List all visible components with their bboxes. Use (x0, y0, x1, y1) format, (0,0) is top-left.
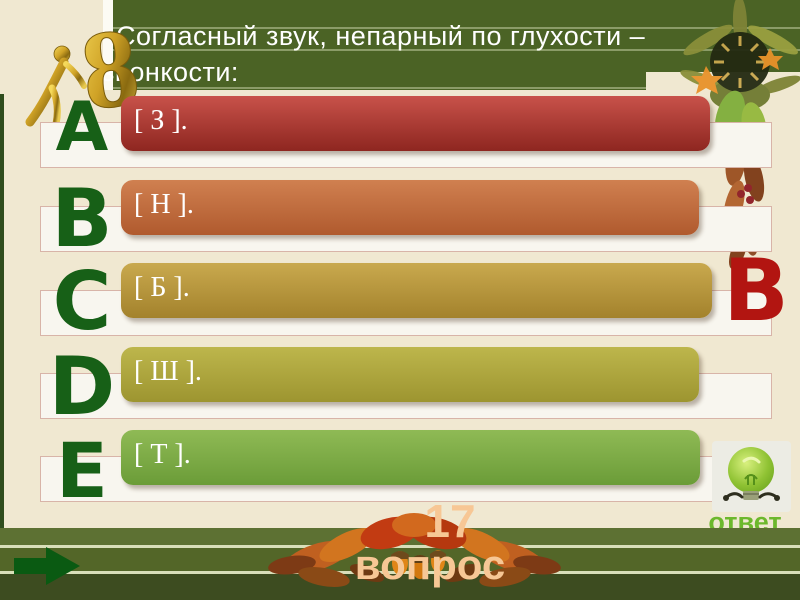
answer-option-a[interactable]: [ З ]. (121, 96, 710, 151)
option-letter-d: D (48, 340, 116, 433)
left-border-rule (0, 94, 4, 528)
answer-text-c: [ Б ]. (134, 272, 190, 303)
title-banner-edge (103, 0, 113, 90)
title-banner-stripe (113, 27, 800, 29)
answer-option-d[interactable]: [ Ш ]. (121, 347, 699, 402)
answer-text-d: [ Ш ]. (134, 356, 202, 387)
lightbulb-icon (723, 447, 780, 501)
autumn-leaves-decoration (268, 513, 561, 587)
answer-option-b[interactable]: [ Н ]. (121, 180, 699, 235)
answer-option-c[interactable]: [ Б ]. (121, 263, 712, 318)
option-letter-b: B (51, 172, 113, 265)
answer-text-e: [ Т ]. (134, 439, 191, 470)
answer-text-a: [ З ]. (134, 105, 188, 136)
question-number: 17 (424, 495, 476, 547)
answer-reveal-button[interactable] (712, 441, 791, 512)
answer-option-e[interactable]: [ Т ]. (121, 430, 700, 485)
title-banner-stripe (113, 49, 800, 51)
option-letter-e: E (56, 426, 108, 515)
title-banner-line2 (113, 55, 646, 90)
title-banner-stripe (113, 87, 646, 89)
question-title-line2: звонкости: (102, 57, 239, 87)
option-letter-c: C (52, 255, 112, 348)
question-title-line1: Согласный звук, непарный по глухости – (116, 21, 646, 51)
next-arrow-button[interactable] (12, 545, 82, 587)
answer-text-b: [ Н ]. (134, 189, 194, 220)
correct-answer-letter: В (723, 241, 789, 341)
question-label: вопрос (354, 541, 506, 588)
option-letter-a: A (55, 88, 109, 167)
